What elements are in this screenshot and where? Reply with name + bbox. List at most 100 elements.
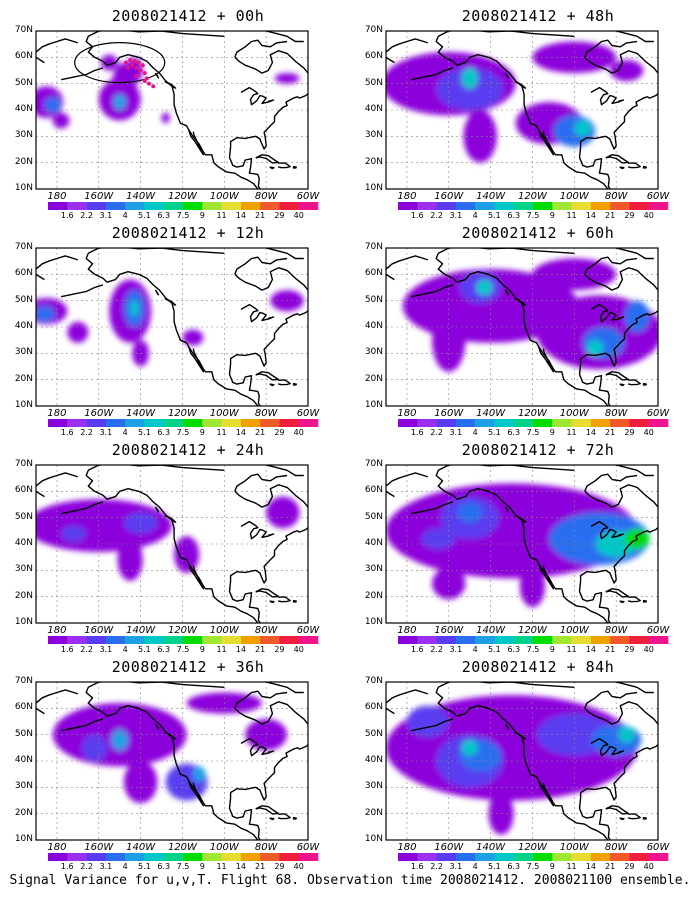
colorbar-label: 5.1 [488, 645, 501, 654]
colorbar-swatch [48, 853, 68, 861]
colorbar-label: 7.5 [176, 211, 190, 220]
colorbar-swatch [648, 202, 669, 210]
coastline [584, 473, 638, 492]
map-panel: 2008021412 + 48h 70N 60N 50N 40N 30N 20N 10N 180… [365, 5, 700, 225]
variance-map [35, 681, 319, 861]
colorbar-label: 21 [605, 428, 616, 437]
coastline [154, 506, 160, 513]
colorbar-label: 11 [216, 645, 227, 654]
latitude-label: 30N [14, 130, 33, 141]
colorbar-swatch [144, 419, 165, 427]
colorbar-swatch [513, 853, 534, 861]
coastline [605, 588, 629, 598]
coastline [584, 39, 638, 58]
coastline [240, 737, 275, 757]
colorbar-swatch [298, 419, 319, 427]
variance-region [182, 329, 204, 346]
latitude-label: 30N [364, 347, 383, 358]
colorbar-swatch [67, 419, 87, 427]
variance-region [432, 567, 466, 600]
colorbar-swatch [298, 636, 319, 644]
colorbar-swatch [86, 853, 107, 861]
coastline [188, 563, 205, 590]
colorbar-label: 9 [549, 428, 555, 437]
colorbar-swatch [221, 636, 242, 644]
coastline [292, 165, 297, 169]
variance-map [385, 30, 669, 210]
latitude-label: 70N [14, 25, 33, 35]
colorbar-swatch [436, 636, 457, 644]
variance-region [117, 538, 143, 581]
colorbar-label: 9 [199, 211, 205, 220]
colorbar-label: 9 [549, 645, 555, 654]
coastline [60, 718, 104, 732]
coastline [60, 501, 104, 515]
colorbar-label: 1.6 [60, 645, 74, 654]
colorbar-swatch [571, 853, 592, 861]
coastline [36, 273, 45, 281]
variance-region [52, 112, 70, 129]
colorbar-label: 11 [566, 428, 577, 437]
coastline [605, 371, 629, 381]
colorbar-swatch [86, 419, 107, 427]
colorbar-swatch [240, 636, 261, 644]
coastline [307, 724, 308, 740]
colorbar-label: 29 [274, 645, 285, 654]
coastline [269, 383, 275, 387]
variance-region [421, 528, 456, 550]
colorbar-swatch [629, 636, 650, 644]
longitude-label: 100W [209, 191, 239, 202]
dropsonde-point [134, 65, 139, 70]
colorbar-swatch [202, 853, 222, 861]
coastline [386, 490, 395, 498]
colorbar-swatch [417, 202, 437, 210]
panel-title: 2008021412 + 84h [461, 658, 615, 676]
variance-map [385, 681, 669, 861]
colorbar-swatch [163, 853, 184, 861]
coastline [85, 687, 259, 840]
coastline [36, 490, 45, 498]
latitude-label: 20N [364, 590, 383, 601]
colorbar-label: 5.1 [488, 862, 501, 871]
variance-region [586, 340, 604, 356]
colorbar-swatch [298, 853, 319, 861]
variance-region [67, 321, 89, 343]
colorbar-swatch [648, 853, 669, 861]
colorbar-swatch [86, 202, 107, 210]
latitude-label: 20N [14, 373, 33, 384]
colorbar-swatch [475, 419, 495, 427]
coastline [85, 470, 259, 623]
colorbar-label: 4 [472, 428, 478, 437]
colorbar-label: 29 [624, 211, 635, 220]
colorbar-label: 7.5 [176, 862, 190, 871]
colorbar-swatch [144, 853, 165, 861]
coastline [504, 506, 510, 513]
colorbar-swatch [552, 202, 572, 210]
colorbar-label: 14 [235, 428, 246, 437]
colorbar-label: 4 [472, 862, 478, 871]
longitude-label: 80W [254, 625, 278, 636]
map-panel: 2008021412 + 36h 70N 60N 50N 40N 30N 20N 10N 180… [15, 656, 358, 876]
longitude-label: 140W [126, 191, 156, 202]
coastline [228, 146, 262, 189]
coastline [255, 371, 279, 381]
colorbar-label: 3.1 [99, 428, 113, 437]
latitude-label: 20N [364, 807, 383, 818]
colorbar-label: 7.5 [526, 428, 540, 437]
coastline [269, 817, 275, 821]
coastline [605, 805, 629, 815]
dropsonde-point [123, 60, 128, 65]
latitude-label: 10N [364, 183, 383, 193]
coastline [188, 129, 205, 156]
colorbar-label: 5.1 [138, 428, 151, 437]
colorbar-swatch [240, 853, 261, 861]
variance-region [82, 734, 108, 761]
colorbar-swatch [86, 636, 107, 644]
observation-region-circle [74, 41, 166, 84]
colorbar-label: 4 [122, 862, 128, 871]
variance-region [461, 739, 479, 756]
latitude-label: 60N [14, 51, 33, 62]
longitude-label: 160W [434, 191, 464, 202]
colorbar-label: 6.3 [507, 645, 521, 654]
coastline [234, 256, 288, 275]
